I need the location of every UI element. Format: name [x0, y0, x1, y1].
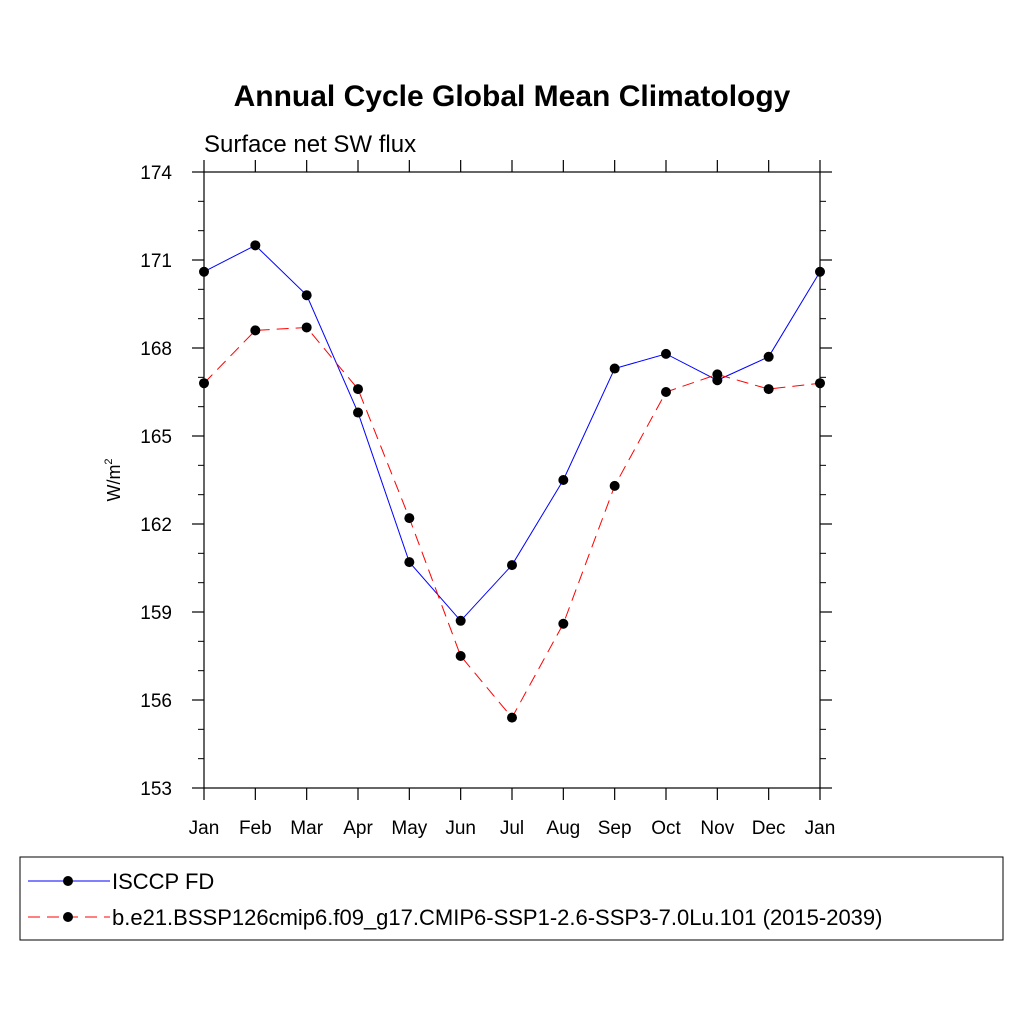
y-tick-label: 159 [140, 603, 172, 624]
y-axis-label-superscript: 2 [103, 458, 115, 464]
x-tick-label: Dec [752, 818, 786, 839]
y-axis-title: W/m2 [103, 458, 124, 501]
x-tick-label: Jun [445, 818, 476, 839]
series-2-point [763, 384, 774, 395]
legend-box [19, 856, 1004, 941]
legend-label-2: b.e21.BSSP126cmip6.f09_g17.CMIP6-SSP1-2.… [112, 905, 882, 930]
legend-marker-2 [63, 912, 73, 922]
series-2-point [301, 322, 312, 333]
x-tick-label: Apr [343, 818, 373, 839]
y-tick-label: 168 [140, 339, 172, 360]
chart-title: Annual Cycle Global Mean Climatology [234, 80, 791, 113]
legend-marker-1 [63, 876, 73, 886]
series-2-point [199, 378, 209, 389]
series-2-point [353, 384, 363, 395]
x-tick-label: Jul [500, 818, 524, 839]
series-1-point [558, 475, 569, 485]
series-1-point [353, 407, 363, 418]
series-line-2 [203, 326, 821, 719]
x-tick-label: Oct [651, 818, 681, 839]
x-tick-label: Jan [805, 818, 836, 839]
series-1-point [507, 560, 517, 571]
x-tick-label: Sep [598, 818, 632, 839]
series-1-point [455, 615, 466, 626]
series-2-point [815, 378, 825, 389]
y-axis-tick-labels: 153 156 159 162 165 168 171 174 [140, 163, 172, 800]
series-1-point [661, 348, 671, 359]
y-tick-label: 153 [140, 779, 172, 800]
series-points [199, 240, 825, 723]
y-tick-label: 171 [140, 251, 172, 272]
x-tick-label: Jan [189, 818, 220, 839]
legend-entries: ISCCP FD b.e21.BSSP126cmip6.f09_g17.CMIP6… [28, 869, 882, 930]
x-tick-label: Nov [700, 818, 734, 839]
axis-ticks [192, 160, 832, 800]
series-2-point [609, 480, 620, 491]
x-tick-label: Mar [290, 818, 323, 839]
x-tick-label: Aug [546, 818, 580, 839]
series-2-point [404, 513, 415, 524]
series-lines [203, 244, 821, 719]
series-1-point [199, 266, 209, 277]
x-axis-tick-labels: Jan Feb Mar Apr May Jun Jul Aug Sep Oct Nov Dec Jan [189, 818, 836, 839]
series-1-point [301, 290, 312, 301]
x-tick-label: May [391, 818, 427, 839]
svg-text:W/m2: W/m2 [103, 458, 124, 501]
y-tick-label: 156 [140, 691, 172, 712]
y-tick-label: 162 [140, 515, 172, 536]
chart-subtitle: Surface net SW flux [204, 131, 416, 158]
series-2-point [712, 369, 723, 380]
legend: ISCCP FD b.e21.BSSP126cmip6.f09_g17.CMIP6… [19, 856, 1004, 941]
series-1-point [404, 557, 415, 568]
y-axis-label: W/m [104, 465, 124, 502]
series-2-point [507, 712, 517, 723]
series-2-point [250, 325, 261, 336]
series-1-point [250, 240, 261, 251]
y-tick-label: 174 [140, 163, 172, 184]
y-tick-label: 165 [140, 427, 172, 448]
series-2-point [455, 651, 466, 661]
series-2-point [661, 387, 671, 397]
x-tick-label: Feb [239, 818, 272, 839]
series-1-point [609, 363, 620, 374]
series-1-point [763, 351, 774, 362]
series-2-point [558, 618, 569, 629]
plot-frame [203, 171, 821, 789]
series-1-point [815, 266, 825, 277]
legend-label-1: ISCCP FD [112, 869, 214, 894]
